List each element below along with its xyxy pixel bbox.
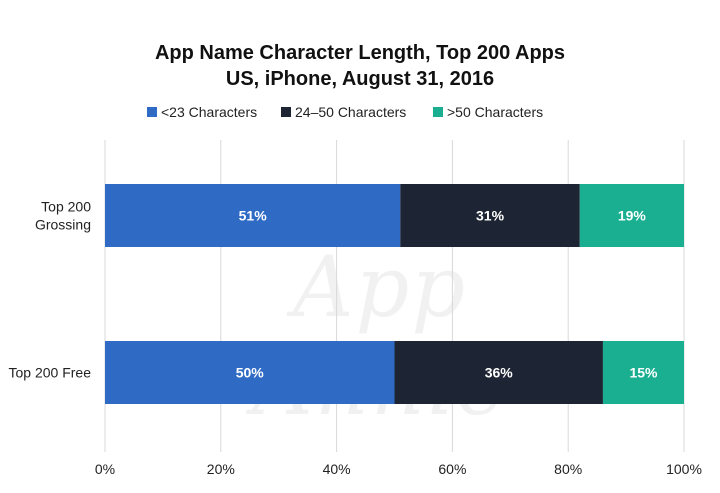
chart-title-line-2: US, iPhone, August 31, 2016 (225, 68, 495, 90)
x-tick-label: 80% (554, 461, 582, 477)
legend-label-24-50: 24–50 Characters (295, 104, 407, 120)
x-tick-label: 100% (666, 461, 702, 477)
x-tick-label: 0% (95, 461, 115, 477)
legend-label-over-50: >50 Characters (447, 104, 544, 120)
bar-data-label: 36% (485, 365, 514, 381)
bar-segment (602, 341, 684, 404)
chart-title-line-1: App Name Character Length, Top 200 Apps (154, 42, 566, 64)
x-tick-label: 40% (323, 461, 351, 477)
bar-segment (105, 184, 401, 247)
bar-data-label: 31% (476, 208, 505, 224)
legend-item-24-50: 24–50 Characters (281, 104, 406, 120)
category-label: Top 200 Grossing (35, 199, 91, 233)
legend-swatch-under-23 (147, 107, 157, 117)
chart-legend: <23 Characters 24–50 Characters >50 Char… (0, 104, 720, 124)
x-tick-label: 20% (207, 461, 235, 477)
legend-swatch-over-50 (433, 107, 443, 117)
bar-segment (579, 184, 684, 247)
bar-data-label: 15% (629, 365, 658, 381)
legend-swatch-24-50 (281, 107, 291, 117)
x-tick-label: 60% (438, 461, 466, 477)
bar-data-label: 19% (618, 208, 647, 224)
bar-segment (105, 341, 395, 404)
legend-label-under-23: <23 Characters (161, 104, 258, 120)
bar-segment (394, 341, 603, 404)
bar-data-label: 50% (236, 365, 265, 381)
legend-item-over-50: >50 Characters (433, 104, 543, 120)
legend-item-under-23: <23 Characters (147, 104, 257, 120)
bar-segment (400, 184, 580, 247)
bar-data-label: 51% (239, 208, 268, 224)
category-label: Top 200 Free (9, 365, 92, 381)
